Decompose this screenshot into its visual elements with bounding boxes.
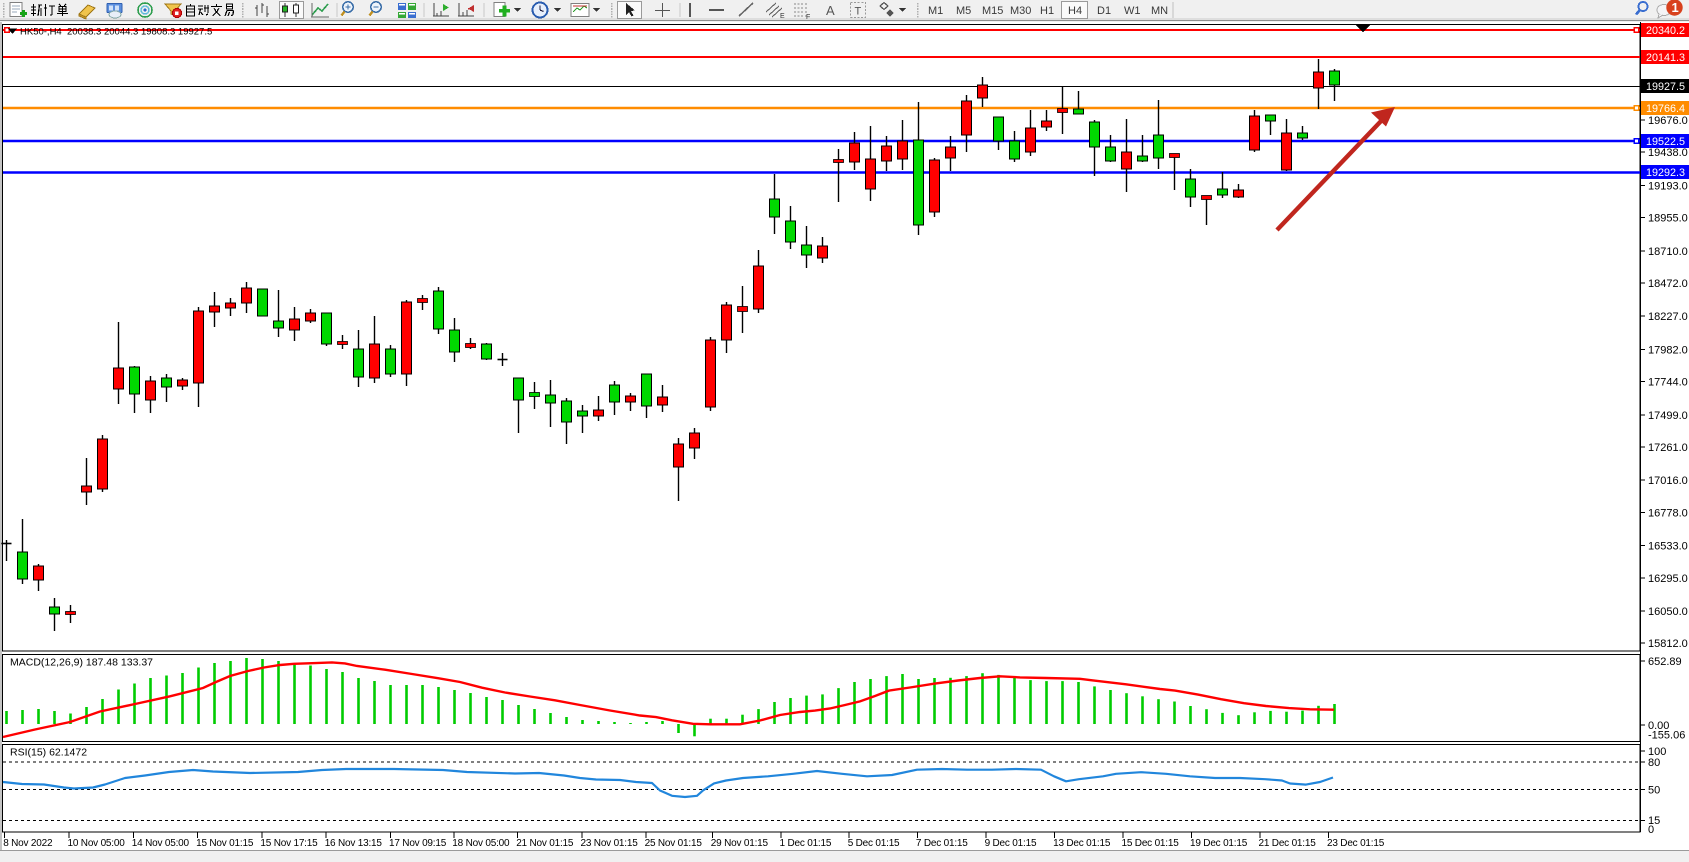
svg-text:9 Dec 01:15: 9 Dec 01:15 (985, 838, 1037, 849)
svg-text:19676.0: 19676.0 (1648, 115, 1688, 127)
svg-text:H4: H4 (1068, 5, 1082, 17)
svg-text:19438.0: 19438.0 (1648, 147, 1688, 159)
svg-text:M15: M15 (982, 5, 1003, 17)
svg-text:652.89: 652.89 (1648, 656, 1682, 668)
svg-text:17261.0: 17261.0 (1648, 442, 1688, 454)
svg-text:15 Nov 17:15: 15 Nov 17:15 (260, 838, 318, 849)
svg-text:19927.5: 19927.5 (1646, 81, 1685, 93)
svg-text:16050.0: 16050.0 (1648, 606, 1688, 618)
svg-text:16 Nov 13:15: 16 Nov 13:15 (325, 838, 383, 849)
svg-text:19193.0: 19193.0 (1648, 180, 1688, 192)
svg-text:1 Dec 01:15: 1 Dec 01:15 (780, 838, 832, 849)
svg-text:19766.4: 19766.4 (1646, 103, 1685, 115)
svg-text:10 Nov 05:00: 10 Nov 05:00 (68, 838, 126, 849)
svg-text:RSI(15) 62.1472: RSI(15) 62.1472 (10, 747, 87, 759)
svg-text:D1: D1 (1097, 5, 1111, 17)
svg-text:19292.3: 19292.3 (1646, 167, 1685, 179)
svg-text:18 Nov 05:00: 18 Nov 05:00 (452, 838, 510, 849)
svg-text:15 Dec 01:15: 15 Dec 01:15 (1122, 838, 1180, 849)
svg-text:29 Nov 01:15: 29 Nov 01:15 (711, 838, 769, 849)
svg-text:50: 50 (1648, 785, 1660, 797)
svg-text:M30: M30 (1010, 5, 1031, 17)
svg-text:15 Nov 01:15: 15 Nov 01:15 (196, 838, 254, 849)
svg-text:16533.0: 16533.0 (1648, 541, 1688, 553)
svg-text:17499.0: 17499.0 (1648, 410, 1688, 422)
svg-text:15812.0: 15812.0 (1648, 638, 1688, 650)
svg-text:HK50-,H4 20038.3 20044.3 1980: HK50-,H4 20038.3 20044.3 19808.3 19927.5 (20, 27, 212, 38)
svg-text:F: F (806, 14, 810, 21)
svg-text:H1: H1 (1040, 5, 1054, 17)
svg-text:5 Dec 01:15: 5 Dec 01:15 (848, 838, 900, 849)
svg-text:20141.3: 20141.3 (1646, 52, 1685, 64)
svg-text:8 Nov 2022: 8 Nov 2022 (3, 838, 53, 849)
svg-text:E: E (780, 13, 785, 20)
svg-text:25 Nov 01:15: 25 Nov 01:15 (645, 838, 703, 849)
svg-text:19 Dec 01:15: 19 Dec 01:15 (1190, 838, 1248, 849)
svg-text:14 Nov 05:00: 14 Nov 05:00 (132, 838, 190, 849)
svg-text:18955.0: 18955.0 (1648, 213, 1688, 225)
svg-text:18227.0: 18227.0 (1648, 311, 1688, 323)
svg-text:80: 80 (1648, 757, 1660, 769)
svg-text:19522.5: 19522.5 (1646, 136, 1685, 148)
svg-text:T: T (855, 6, 862, 18)
svg-text:A: A (826, 3, 835, 18)
svg-text:M5: M5 (956, 5, 971, 17)
svg-text:21 Nov 01:15: 21 Nov 01:15 (516, 838, 574, 849)
svg-text:21 Dec 01:15: 21 Dec 01:15 (1259, 838, 1317, 849)
svg-text:17982.0: 17982.0 (1648, 344, 1688, 356)
svg-text:16778.0: 16778.0 (1648, 507, 1688, 519)
svg-text:23 Dec 01:15: 23 Dec 01:15 (1327, 838, 1385, 849)
svg-text:0: 0 (1648, 824, 1654, 836)
svg-text:MACD(12,26,9) 187.48 133.37: MACD(12,26,9) 187.48 133.37 (10, 657, 153, 669)
svg-text:13 Dec 01:15: 13 Dec 01:15 (1053, 838, 1111, 849)
svg-text:M1: M1 (928, 5, 943, 17)
svg-text:-155.06: -155.06 (1648, 730, 1685, 742)
svg-text:MN: MN (1151, 5, 1168, 17)
svg-text:1: 1 (1672, 0, 1679, 15)
svg-text:18710.0: 18710.0 (1648, 246, 1688, 258)
svg-text:17 Nov 09:15: 17 Nov 09:15 (389, 838, 447, 849)
svg-text:100: 100 (1648, 746, 1666, 758)
svg-text:15: 15 (1648, 815, 1660, 827)
svg-text:20340.2: 20340.2 (1646, 25, 1685, 37)
svg-text:23 Nov 01:15: 23 Nov 01:15 (581, 838, 639, 849)
svg-text:18472.0: 18472.0 (1648, 278, 1688, 290)
svg-text:0.00: 0.00 (1648, 720, 1669, 732)
svg-text:17744.0: 17744.0 (1648, 377, 1688, 389)
svg-text:16295.0: 16295.0 (1648, 573, 1688, 585)
svg-text:W1: W1 (1124, 5, 1141, 17)
svg-text:7 Dec 01:15: 7 Dec 01:15 (916, 838, 968, 849)
svg-text:17016.0: 17016.0 (1648, 475, 1688, 487)
